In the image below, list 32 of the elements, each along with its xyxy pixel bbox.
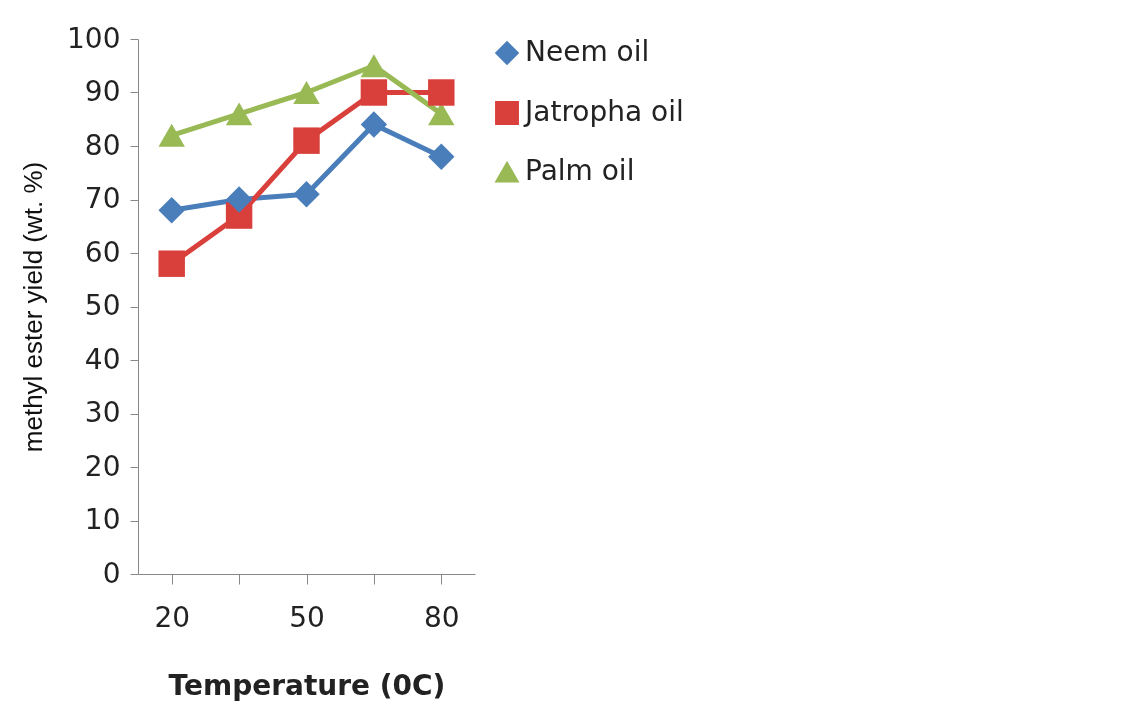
x-tick-label: 20 [154,600,191,634]
y-tick-label: 80 [84,128,121,162]
point [158,250,185,277]
y-tick-label: 100 [67,21,121,55]
point [225,102,253,126]
x-axis-title: Temperature (0C) [168,668,446,702]
y-tick-label: 70 [84,182,121,215]
y-tick-label: 10 [84,503,121,536]
y-tick-label: 50 [84,289,121,322]
legend-label: Neem oil [525,35,650,68]
legend-label: Palm oil [525,154,635,187]
y-tick-label: 60 [84,235,121,269]
y-tick-label: 0 [102,556,121,590]
x-tick-label: 50 [289,600,325,634]
legend-label: Jatropha oil [523,95,684,128]
y-tick-label: 40 [84,342,121,376]
point [158,123,185,147]
point [428,79,455,106]
x-tick-label: 80 [423,600,460,634]
point [293,81,320,104]
point [293,180,320,208]
point [360,79,388,106]
y-axis-title: methyl ester yield (wt. %) [18,161,49,453]
point [293,127,320,154]
point [158,196,185,224]
point [225,186,253,213]
point [360,54,388,78]
y-tick-label: 90 [84,75,121,108]
y-tick-label: 20 [84,449,121,483]
point [428,143,455,170]
point [360,111,388,138]
y-tick-label: 30 [84,396,121,429]
